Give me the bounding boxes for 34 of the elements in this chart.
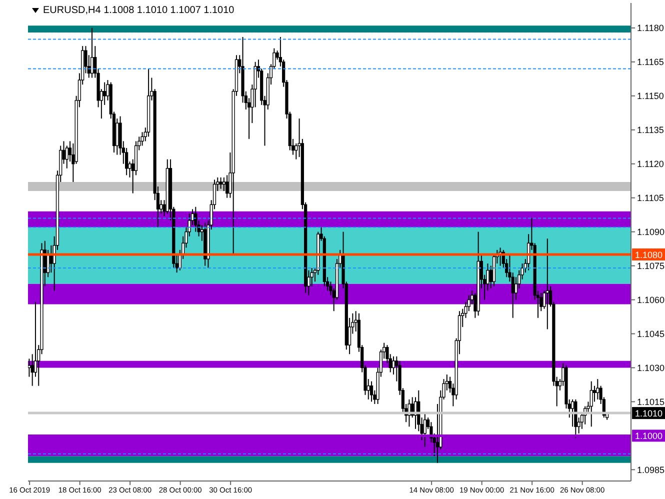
ref-line-label: 1.1000 xyxy=(635,431,663,442)
y-tick-label: 1.1045 xyxy=(637,328,665,339)
candlestick xyxy=(596,378,600,400)
ref-line-label: 1.1080 xyxy=(635,250,663,260)
ref-line-label: 1.1010 xyxy=(635,408,663,419)
candlestick xyxy=(590,380,593,428)
candlestick xyxy=(30,354,34,386)
y-tick-label: 1.1030 xyxy=(637,362,665,373)
y-tick-label: 1.1120 xyxy=(637,159,664,170)
candlestick xyxy=(222,176,226,192)
y-tick-label: 1.1090 xyxy=(637,227,665,237)
candlestick xyxy=(570,398,574,428)
y-tick-label: 1.1150 xyxy=(637,91,664,102)
y-tick-label: 1.1165 xyxy=(637,57,664,68)
candlestick xyxy=(370,380,374,402)
y-tick-label: 1.0985 xyxy=(637,464,665,475)
candlestick xyxy=(103,82,106,106)
candlestick xyxy=(592,385,596,402)
chart-title: EURUSD,H4 1.1008 1.1010 1.1007 1.1010 xyxy=(43,5,234,16)
candlestick xyxy=(226,174,229,198)
y-tick-label: 1.1180 xyxy=(637,23,664,34)
y-tick-label: 1.1015 xyxy=(637,396,665,407)
candlestick xyxy=(140,132,144,146)
y-tick-label: 1.1075 xyxy=(637,260,665,271)
y-tick-label: 1.1105 xyxy=(637,193,664,204)
candlestick xyxy=(219,176,222,190)
candlestick xyxy=(194,206,198,232)
y-tick-label: 1.1135 xyxy=(637,125,664,136)
candlestick xyxy=(65,145,68,169)
candlestick xyxy=(423,412,426,448)
candlestick xyxy=(28,358,31,378)
y-tick-label: 1.1060 xyxy=(637,294,665,305)
candlestick xyxy=(546,238,549,330)
candlestick xyxy=(90,27,94,78)
